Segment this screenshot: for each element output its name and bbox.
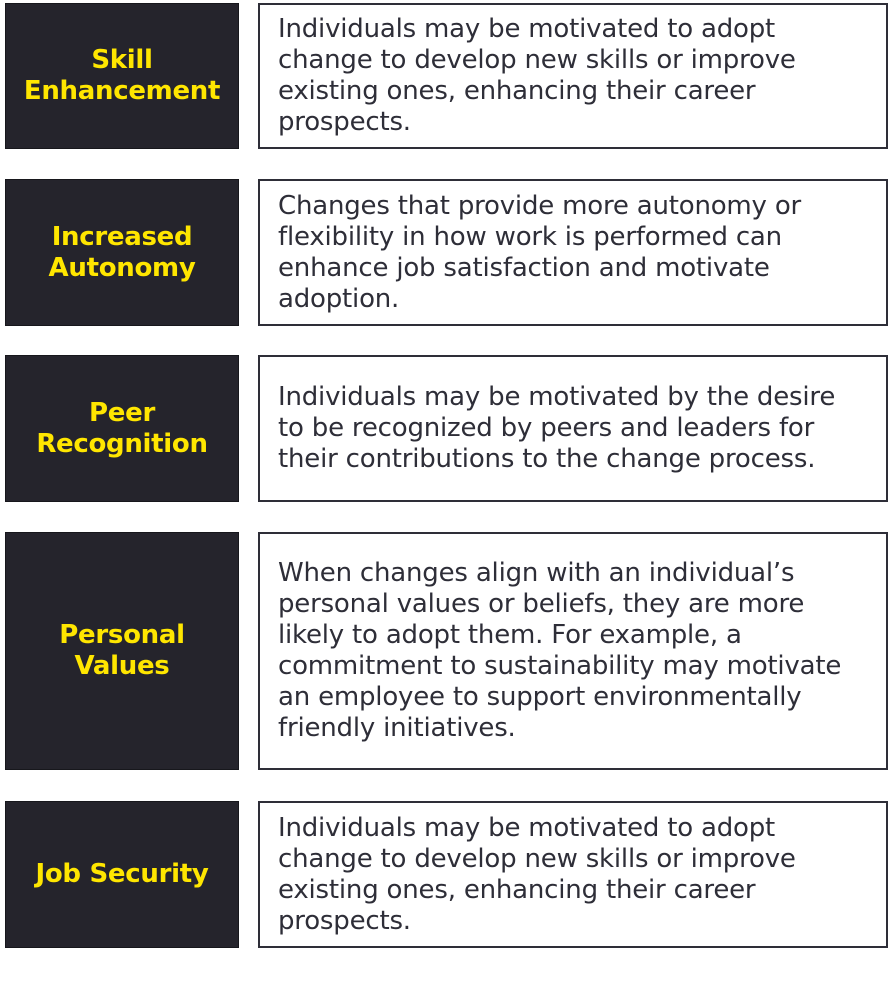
row-description: Individuals may be motivated to adopt ch… [278,14,796,137]
row-peer-recognition: Peer Recognition Individuals may be moti… [5,355,888,502]
row-label: Job Security [35,859,209,889]
description-box: Individuals may be motivated by the desi… [258,355,888,502]
row-label: Skill Enhancement [23,45,221,106]
row-description: Individuals may be motivated to adopt ch… [278,812,796,936]
label-box: Job Security [5,801,239,948]
description-box: Individuals may be motivated to adopt ch… [258,3,888,149]
row-increased-autonomy: Increased Autonomy Changes that provide … [5,179,888,326]
row-description: When changes align with an individual’s … [278,558,842,743]
label-box: Peer Recognition [5,355,239,502]
row-skill-enhancement: Skill Enhancement Individuals may be mot… [5,3,888,149]
description-box: Changes that provide more autonomy or fl… [258,179,888,326]
row-description: Changes that provide more autonomy or fl… [278,190,802,314]
row-personal-values: Personal Values When changes align with … [5,532,888,770]
description-box: When changes align with an individual’s … [258,532,888,770]
label-box: Skill Enhancement [5,3,239,149]
description-box: Individuals may be motivated to adopt ch… [258,801,888,948]
label-box: Personal Values [5,532,239,770]
label-box: Increased Autonomy [5,179,239,326]
row-label: Peer Recognition [36,397,208,459]
row-job-security: Job Security Individuals may be motivate… [5,801,888,948]
row-description: Individuals may be motivated by the desi… [278,382,836,474]
row-label: Increased Autonomy [48,221,196,283]
row-label: Personal Values [59,620,185,681]
